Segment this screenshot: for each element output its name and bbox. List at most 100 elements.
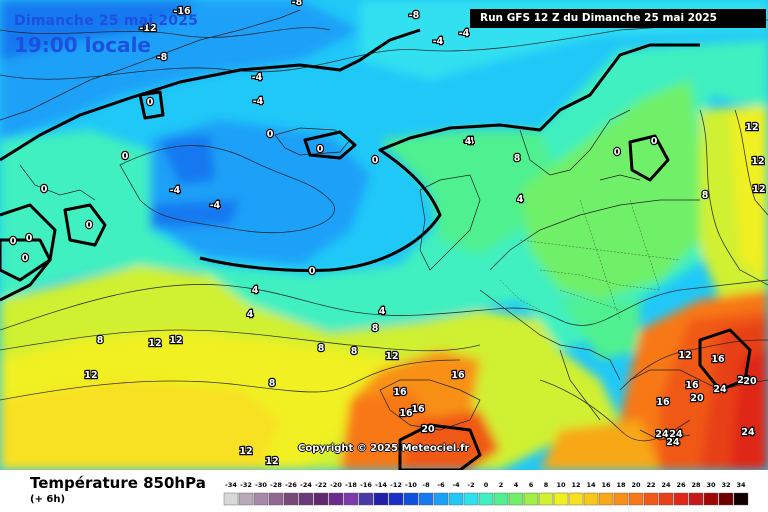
legend-swatch (628, 492, 644, 506)
isotherm-label: -16 (173, 6, 191, 17)
isotherm-label: 20 (690, 393, 704, 404)
isotherm-label: 0 (267, 129, 274, 140)
copyright-notice: Copyright © 2025 Meteociel.fr (298, 443, 470, 454)
legend-swatch (373, 492, 389, 506)
legend-tick-label: 10 (556, 481, 566, 489)
legend-swatch (568, 492, 584, 506)
legend-swatch (478, 492, 494, 506)
isotherm-label: 24 (666, 437, 680, 448)
isotherm-label: 0 (10, 236, 17, 247)
isotherm-label: -8 (409, 10, 420, 21)
isotherm-label: 12 (239, 446, 252, 457)
legend-ticks: -34 -32 -30 -28 -26 -24 -22 -20 -18 -16 -14 -12 -10-… (225, 481, 746, 489)
legend-swatch (418, 492, 434, 506)
legend-tick-label: -32 (240, 481, 252, 489)
isotherm-label: 0 (86, 220, 93, 231)
isotherm-label: 4 (379, 306, 386, 317)
legend-swatch (718, 492, 734, 506)
coastlines (0, 9, 768, 441)
legend-tick-label: 0 (484, 481, 489, 489)
legend-swatch (508, 492, 524, 506)
isotherm-label: -4 (170, 185, 181, 196)
legend-swatches (223, 492, 749, 506)
legend-tick-label: -28 (270, 481, 282, 489)
legend-tick-label: 34 (736, 481, 746, 489)
isotherm-label: 4 (247, 309, 254, 320)
legend-swatch (658, 492, 674, 506)
legend-tick-label: 18 (616, 481, 626, 489)
borders (499, 199, 681, 321)
legend-swatch (268, 492, 284, 506)
legend-swatch (463, 492, 479, 506)
isotherm-label: 4 (465, 136, 472, 147)
isotherm-label: 0 (122, 151, 129, 162)
legend-swatch (598, 492, 614, 506)
isotherm-label: 4 (252, 285, 259, 296)
isotherm-label: 0 (614, 147, 621, 158)
isotherm-label: 8 (372, 323, 379, 334)
legend-swatch (613, 492, 629, 506)
isotherm-label: 8 (702, 190, 709, 201)
isotherm-label: 0 (22, 253, 29, 264)
legend-tick-label: -6 (437, 481, 445, 489)
legend-swatch (238, 492, 254, 506)
legend-tick-label: 32 (721, 481, 730, 489)
isotherm-label: 24 (669, 429, 683, 440)
isotherm-label: 8 (269, 378, 276, 389)
isotherm-label: 16 (393, 387, 407, 398)
forecast-local-time: 19:00 locale (14, 33, 151, 57)
isotherm-label: 24 (713, 384, 727, 395)
isotherm-label: -8 (292, 0, 303, 8)
isotherm-label: 16 (685, 380, 699, 391)
color-scale-legend: -34 -32 -30 -28 -26 -24 -22 -20 -18 -16 -14 -12 -10-… (223, 481, 749, 506)
legend-swatch (328, 492, 344, 506)
legend-swatch (403, 492, 419, 506)
legend-swatch (553, 492, 569, 506)
legend-swatch (448, 492, 464, 506)
isotherm-lines (0, 19, 768, 442)
legend-swatch (583, 492, 599, 506)
legend-tick-label: 6 (529, 481, 534, 489)
isotherm-label: 12 (148, 338, 161, 349)
isotherm-labels: -16-12-8-8-8-4-4-4-4-4-4-400000000000004… (8, 0, 766, 468)
legend-tick-label: 4 (514, 481, 519, 489)
isotherm-label: -4 (459, 28, 470, 39)
legend-tick-label: -12 (390, 481, 402, 489)
isotherm-label: -4 (464, 136, 475, 147)
legend-tick-label: -26 (285, 481, 297, 489)
legend-tick-label: 20 (631, 481, 641, 489)
isotherm-label: 0 (651, 136, 658, 147)
isotherm-label: 12 (751, 156, 764, 167)
legend-tick-label: 24 (661, 481, 671, 489)
legend-swatch (733, 492, 749, 506)
legend-tick-label: 16 (601, 481, 611, 489)
forecast-date: Dimanche 25 mai 2025 (14, 13, 199, 29)
isotherm-label: 0 (372, 155, 379, 166)
isotherm-label: -4 (433, 36, 444, 47)
isotherm-label: 16 (399, 408, 413, 419)
isotherm-label: -4 (253, 96, 264, 107)
legend-tick-label: -16 (360, 481, 372, 489)
isotherm-label: -4 (210, 200, 221, 211)
legend-swatch (313, 492, 329, 506)
legend-tick-label: 26 (676, 481, 686, 489)
isotherm-label: 12 (752, 184, 765, 195)
legend-tick-label: -8 (422, 481, 430, 489)
legend-swatch (688, 492, 704, 506)
isotherm-label: 8 (351, 346, 358, 357)
isotherm-label: 8 (97, 335, 104, 346)
isotherm-label: 8 (318, 343, 325, 354)
isotherm-label: 0 (26, 233, 33, 244)
isotherm-label: 16 (656, 397, 670, 408)
legend-swatch (358, 492, 374, 506)
legend-swatch (343, 492, 359, 506)
parameter-title: Température 850hPa (30, 474, 206, 492)
temperature-map: -16-12-8-8-8-4-4-4-4-4-4-400000000000004… (0, 0, 768, 470)
legend-tick-label: -24 (300, 481, 312, 489)
isotherm-label: 20 (421, 424, 435, 435)
isotherm-label: 16 (411, 404, 425, 415)
legend-tick-label: 14 (586, 481, 596, 489)
isotherm-label: 16 (451, 370, 465, 381)
isotherm-label: 24 (741, 427, 755, 438)
legend-swatch (673, 492, 689, 506)
